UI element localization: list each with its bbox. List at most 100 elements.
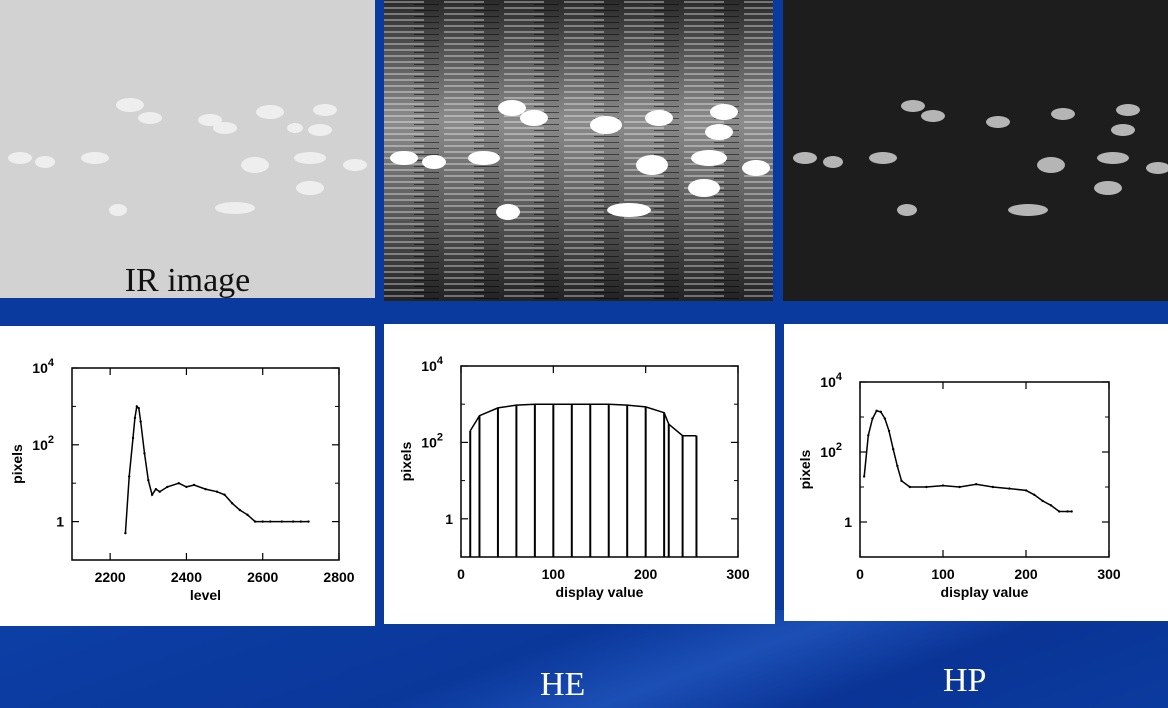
- data-point: [253, 520, 257, 523]
- data-point: [269, 520, 272, 523]
- data-point: [292, 520, 295, 523]
- histogram-panel-he: 0 100 200 300 1 102 104 display value pixels: [384, 324, 775, 624]
- y-tick-label: 104: [32, 357, 55, 376]
- data-point: [879, 410, 882, 414]
- data-point: [166, 485, 169, 489]
- histogram-hp-chart: 0 100 200 300 1 102 104 display value pixels: [797, 371, 1121, 600]
- data-point: [958, 485, 961, 489]
- x-tick-label: 2200: [95, 569, 126, 585]
- histogram-panel-hp: 0 100 200 300 1 102 104 display value pixels: [784, 324, 1168, 621]
- data-point: [871, 417, 874, 420]
- he-image-photo: [384, 0, 773, 301]
- x-tick-label: 100: [542, 566, 566, 582]
- he-label: HE: [540, 666, 586, 703]
- data-line: [124, 404, 309, 534]
- data-point: [215, 490, 219, 493]
- x-tick-label: 2400: [171, 569, 202, 585]
- x-axis-label: display value: [941, 584, 1029, 600]
- y-axis-label: pixels: [797, 449, 813, 489]
- x-tick-label: 0: [457, 566, 465, 582]
- data-line: [863, 409, 1072, 513]
- data-point: [887, 429, 891, 433]
- y-axis-label: pixels: [398, 441, 414, 481]
- x-tick-label: 200: [1014, 566, 1038, 582]
- data-point: [177, 482, 180, 485]
- histogram-he-chart: 0 100 200 300 1 102 104 display value pixels: [398, 355, 750, 600]
- y-tick-exponent: 4: [836, 371, 843, 383]
- ir-image-photo: IR image: [0, 0, 375, 298]
- data-point: [124, 531, 127, 535]
- background-sheen: [0, 610, 1168, 708]
- x-tick-label: 2600: [247, 569, 278, 585]
- y-tick-exponent: 2: [48, 434, 54, 446]
- data-point: [150, 493, 154, 496]
- data-envelope: [469, 403, 697, 437]
- data-point: [1049, 504, 1053, 507]
- hp-label: HP: [943, 662, 987, 699]
- data-point: [139, 420, 142, 423]
- data-point: [892, 448, 895, 451]
- x-tick-label: 300: [726, 566, 750, 582]
- y-tick-label: 102: [32, 434, 54, 453]
- hp-image-scene: [793, 100, 1168, 216]
- x-tick-label: 2800: [323, 569, 354, 585]
- data-point: [908, 485, 911, 489]
- y-tick-label: 102: [820, 441, 842, 460]
- data-point: [137, 406, 140, 410]
- data-point: [925, 485, 928, 489]
- data-point: [991, 485, 994, 489]
- data-point: [204, 487, 207, 491]
- data-point: [133, 416, 137, 420]
- data-point: [307, 520, 310, 523]
- data-point: [231, 502, 234, 505]
- data-point: [1058, 510, 1061, 513]
- y-tick-exponent: 4: [437, 355, 444, 367]
- y-tick-label: 104: [820, 371, 843, 390]
- y-tick-label: 1: [56, 514, 64, 530]
- data-point: [238, 508, 242, 512]
- data-point: [223, 493, 226, 496]
- data-point: [185, 485, 188, 489]
- histogram-ir-chart: 2200 2400 2600 2800 1 102 104 level pixels: [9, 357, 355, 603]
- hp-image-photo: [783, 0, 1168, 301]
- data-point: [1066, 510, 1069, 513]
- data-point: [158, 490, 161, 493]
- data-point: [1024, 489, 1028, 492]
- plot-frame: [71, 367, 340, 561]
- data-point: [299, 520, 303, 523]
- data-point: [875, 409, 878, 413]
- data-point: [1033, 493, 1036, 496]
- ir-image-caption: IR image: [124, 262, 251, 298]
- y-tick-label: 1: [844, 514, 852, 530]
- ir-image-scene: [8, 98, 367, 216]
- x-tick-label: 0: [856, 566, 864, 582]
- x-tick-label: 200: [634, 566, 658, 582]
- x-tick-label: 300: [1097, 566, 1121, 582]
- histogram-panel-ir: 2200 2400 2600 2800 1 102 104 level pixels: [0, 326, 375, 626]
- data-point: [147, 478, 150, 482]
- y-tick-label: 104: [421, 355, 444, 374]
- y-tick-label: 102: [421, 431, 443, 450]
- plot-frame: [859, 381, 1110, 558]
- plot-frame: [460, 365, 739, 558]
- x-tick-label: 100: [931, 566, 955, 582]
- y-tick-exponent: 4: [48, 357, 55, 369]
- data-point: [896, 464, 899, 468]
- x-axis-label: level: [190, 587, 221, 603]
- x-axis-label: display value: [556, 584, 644, 600]
- data-point: [131, 436, 135, 440]
- data-point: [1070, 510, 1073, 513]
- data-point: [135, 405, 139, 408]
- data-point: [1008, 487, 1011, 490]
- data-point: [143, 452, 146, 455]
- y-tick-exponent: 2: [836, 441, 842, 453]
- y-tick-label: 1: [445, 511, 453, 527]
- data-point: [883, 417, 887, 420]
- data-point: [941, 484, 945, 487]
- data-point: [261, 520, 264, 523]
- data-point: [1041, 499, 1044, 503]
- data-point: [900, 479, 903, 483]
- data-point: [867, 434, 870, 437]
- data-point: [246, 513, 249, 517]
- data-point: [280, 520, 283, 523]
